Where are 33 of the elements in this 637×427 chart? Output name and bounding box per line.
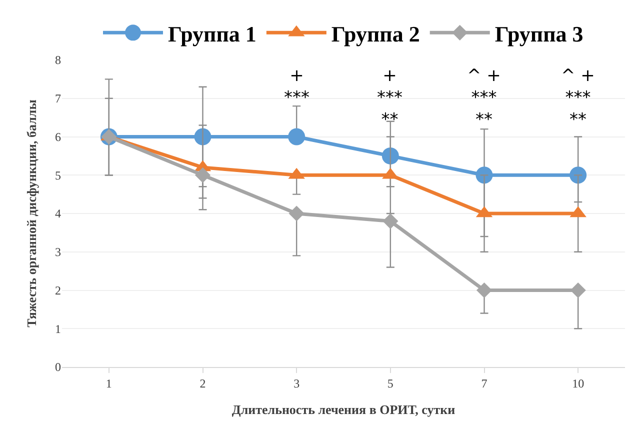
legend-label: Группа 1 [168,21,256,46]
annotation: ^ + *** ** [467,66,501,130]
y-tick-label: 6 [55,130,61,144]
y-tick-label: 0 [55,360,61,374]
y-tick-label: 7 [55,92,61,106]
y-tick-label: 5 [55,168,61,182]
point [194,167,211,183]
legend-label: Группа 3 [494,21,584,46]
point [570,282,586,298]
x-tick-label: 7 [481,376,488,390]
y-tick-label: 8 [55,53,61,68]
x-tick-label: 5 [387,376,394,390]
point [382,147,399,164]
y-tick-label: 1 [55,322,61,336]
point [476,282,492,298]
y-tick-label: 4 [55,206,61,221]
point [476,166,493,184]
y-axis-title: Тяжесть органной дисфункции, баллы [24,100,39,328]
x-axis-title: Длительность лечения в ОРИТ, сутки [232,402,456,417]
x-tick-label: 1 [106,376,112,390]
legend-label: Группа 2 [331,21,420,46]
x-tick-label: 10 [572,376,584,390]
y-tick-label: 2 [55,283,61,298]
annotation: + *** [284,66,310,108]
annotation: ^ + *** ** [561,66,595,130]
point [288,128,306,146]
x-tick-label: 2 [200,376,206,390]
y-tick-label: 3 [55,245,61,260]
point [570,166,587,184]
x-tick-label: 3 [294,376,300,390]
point [288,206,304,222]
annotation: + *** ** [377,66,402,130]
point [382,213,398,229]
